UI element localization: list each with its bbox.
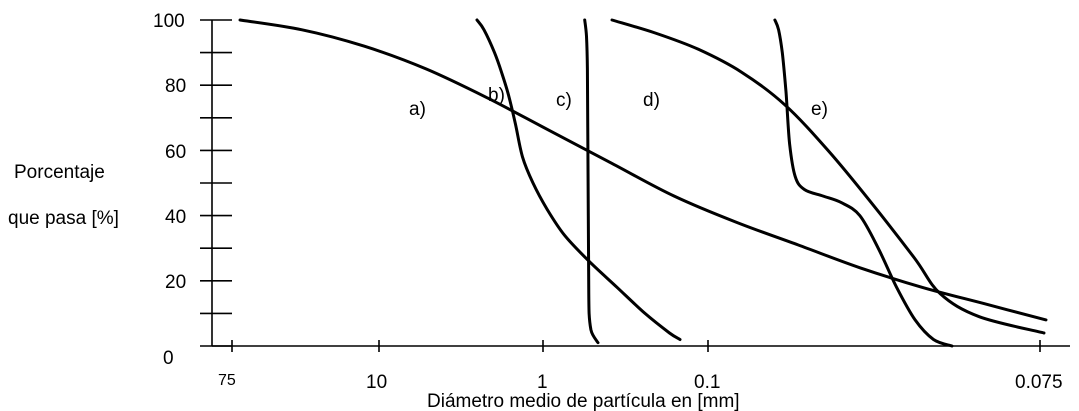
series-line-b	[238, 18, 1048, 322]
series-label-c: c)	[556, 90, 572, 111]
x-tick-marks	[231, 340, 1041, 352]
y-axis-label-line1: Porcentaje	[14, 162, 105, 183]
x-tick-label-0.075: 0.075	[1015, 372, 1063, 393]
series-line-a	[475, 18, 682, 341]
y-tick-label-0: 0	[163, 348, 174, 369]
y-axis-label-line2: que pasa [%]	[8, 208, 119, 229]
x-tick-label-1: 1	[537, 372, 548, 393]
series-line-e	[610, 18, 1046, 335]
x-tick-label-0.1: 0.1	[694, 372, 720, 393]
series-line-d	[773, 18, 954, 348]
series-line-c	[583, 18, 600, 345]
series-label-b: b)	[488, 85, 505, 106]
y-tick-label-40: 40	[165, 207, 186, 228]
y-tick-label-80: 80	[165, 76, 186, 97]
y-tick-label-60: 60	[165, 142, 186, 163]
x-axis-label: Diámetro medio de partícula en [mm]	[427, 391, 740, 411]
x-tick-label-10: 10	[366, 372, 387, 393]
y-tick-label-20: 20	[165, 272, 186, 293]
series-label-d: d)	[643, 90, 660, 111]
x-tick-label-75: 75	[218, 372, 236, 389]
y-tick-marks	[200, 19, 232, 347]
series-label-a: a)	[409, 99, 426, 120]
series-label-e: e)	[811, 99, 828, 120]
y-tick-label-100: 100	[153, 11, 185, 32]
